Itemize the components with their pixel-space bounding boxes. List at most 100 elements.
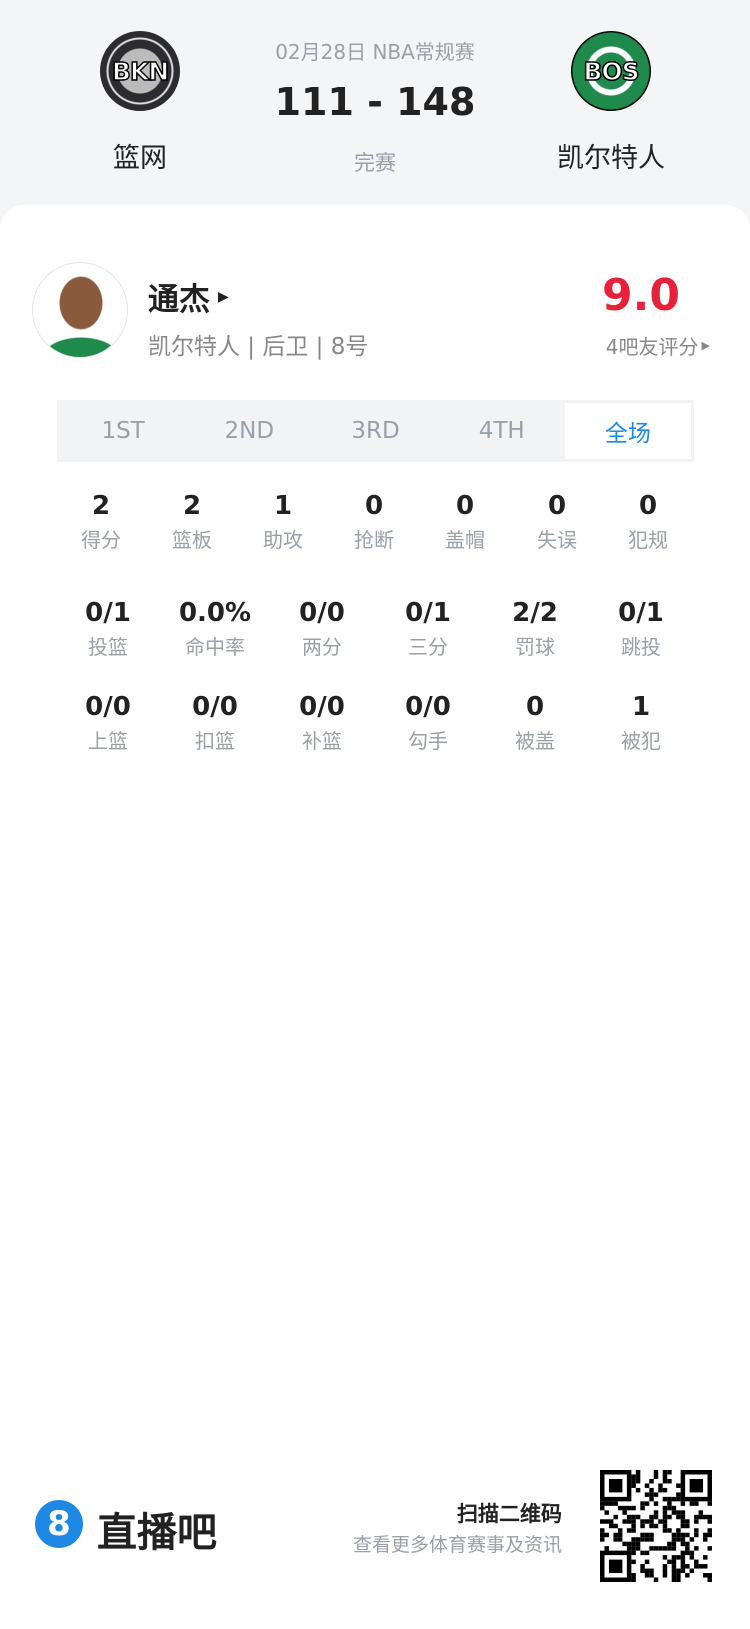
stat-item: 0/1 跳投 bbox=[586, 597, 696, 661]
stat-value: 0/1 bbox=[618, 598, 664, 628]
stat-item: 0/0 两分 bbox=[267, 597, 377, 661]
rating-label: 4吧友评分 bbox=[605, 335, 699, 359]
free-throw-circle-bottom bbox=[295, 1101, 457, 1187]
stat-label: 上篮 bbox=[88, 729, 128, 753]
court-background bbox=[52, 797, 698, 1397]
stat-label: 三分 bbox=[408, 635, 448, 659]
stat-item: 0/0 补篮 bbox=[267, 691, 377, 755]
away-abbr: BOS bbox=[583, 56, 641, 87]
stat-value: 0 bbox=[364, 491, 384, 521]
stat-value: 2/2 bbox=[512, 598, 558, 628]
three-point-area bbox=[98, 797, 654, 1265]
tab-1st[interactable]: 1ST bbox=[101, 418, 145, 444]
match-date-league: 02月28日 NBA常规赛 bbox=[275, 40, 475, 64]
tab-2nd[interactable]: 2ND bbox=[224, 418, 275, 444]
stat-item: 0 盖帽 bbox=[410, 490, 520, 554]
rim bbox=[358, 861, 393, 879]
stat-label: 盖帽 bbox=[445, 528, 485, 552]
stat-label: 失误 bbox=[537, 528, 577, 552]
sideline-ticks bbox=[218, 797, 534, 808]
stat-value: 0/0 bbox=[405, 692, 451, 722]
stat-label: 抢断 bbox=[354, 528, 394, 552]
stat-item: 2 得分 bbox=[46, 490, 156, 554]
stat-label: 得分 bbox=[81, 528, 121, 552]
tab-full-game[interactable]: 全场 bbox=[564, 403, 692, 459]
tab-3rd[interactable]: 3RD bbox=[351, 418, 400, 444]
stat-value: 0/0 bbox=[299, 692, 345, 722]
period-tabs: 1ST 2ND 3RD 4TH 全场 bbox=[57, 400, 694, 462]
brand-name: 直播吧 bbox=[97, 1510, 217, 1556]
stat-value: 0.0% bbox=[178, 598, 252, 628]
shot-chart-court bbox=[52, 797, 698, 1397]
stat-item: 0.0% 命中率 bbox=[160, 597, 270, 661]
stat-item: 0/1 三分 bbox=[373, 597, 483, 661]
home-abbr: BKN bbox=[111, 56, 170, 87]
stat-value: 0/0 bbox=[85, 692, 131, 722]
stat-item: 0 犯规 bbox=[593, 490, 703, 554]
stat-item: 2/2 罚球 bbox=[480, 597, 590, 661]
court-watermark: 直播吧 bbox=[68, 1364, 140, 1392]
player-name-link[interactable]: 通杰 ▶ bbox=[148, 274, 229, 319]
triangle-right-icon: ▶ bbox=[701, 339, 710, 352]
stat-value: 1 bbox=[631, 692, 651, 722]
stat-item: 0/0 扣篮 bbox=[160, 691, 270, 755]
stat-label: 被盖 bbox=[515, 729, 555, 753]
home-team-name[interactable]: 篮网 bbox=[113, 143, 167, 174]
qr-code[interactable] bbox=[600, 1470, 712, 1582]
match-status: 完赛 bbox=[354, 151, 396, 175]
stat-value: 2 bbox=[182, 491, 202, 521]
stat-label: 两分 bbox=[302, 635, 342, 659]
player-info: 凯尔特人 | 后卫 | 8号 bbox=[148, 334, 369, 360]
scan-qr-subtitle: 查看更多体育赛事及资讯 bbox=[352, 1534, 562, 1556]
stat-item: 0 失误 bbox=[502, 490, 612, 554]
stat-item: 0/0 勾手 bbox=[373, 691, 483, 755]
stat-value: 2 bbox=[91, 491, 111, 521]
stat-value: 0 bbox=[547, 491, 567, 521]
tab-4th[interactable]: 4TH bbox=[478, 418, 525, 444]
triangle-right-icon: ▶ bbox=[218, 288, 229, 305]
center-circle bbox=[298, 1382, 454, 1397]
bos-team-logo[interactable]: BOS bbox=[571, 31, 651, 111]
restricted-area bbox=[319, 888, 433, 950]
stat-value: 0 bbox=[638, 491, 658, 521]
lane-hash-marks bbox=[248, 908, 503, 1019]
scan-qr-title: 扫描二维码 bbox=[457, 1502, 562, 1526]
player-rating: 9.0 bbox=[602, 270, 680, 321]
stat-label: 扣篮 bbox=[195, 729, 235, 753]
stat-item: 0/1 投篮 bbox=[53, 597, 163, 661]
stat-item: 2 篮板 bbox=[137, 490, 247, 554]
stat-label: 犯规 bbox=[628, 528, 668, 552]
match-score: 111 - 148 bbox=[274, 80, 476, 124]
stat-value: 0/0 bbox=[192, 692, 238, 722]
stat-label: 被犯 bbox=[621, 729, 661, 753]
stat-label: 命中率 bbox=[185, 635, 245, 659]
stat-item: 1 被犯 bbox=[586, 691, 696, 755]
missed-shot-marker[interactable] bbox=[188, 1196, 200, 1208]
stat-label: 跳投 bbox=[621, 635, 661, 659]
rating-link[interactable]: 4吧友评分 ▶ bbox=[606, 331, 710, 360]
away-team-name[interactable]: 凯尔特人 bbox=[557, 143, 665, 174]
stat-label: 投篮 bbox=[88, 635, 128, 659]
stat-label: 补篮 bbox=[302, 729, 342, 753]
three-point-line bbox=[98, 797, 654, 1265]
stat-value: 1 bbox=[273, 491, 293, 521]
player-name: 通杰 bbox=[148, 282, 210, 318]
stat-value: 0/1 bbox=[405, 598, 451, 628]
stat-item: 0/0 上篮 bbox=[53, 691, 163, 755]
stat-label: 勾手 bbox=[408, 729, 448, 753]
stat-label: 助攻 bbox=[263, 528, 303, 552]
bkn-team-logo[interactable]: BKN bbox=[100, 31, 180, 111]
brand-logo-icon: 8 bbox=[35, 1500, 83, 1548]
stat-item: 0 抢断 bbox=[319, 490, 429, 554]
stat-value: 0/1 bbox=[85, 598, 131, 628]
free-throw-circle-top bbox=[295, 1020, 457, 1101]
stat-item: 1 助攻 bbox=[228, 490, 338, 554]
player-avatar[interactable] bbox=[32, 262, 128, 358]
stat-item: 0 被盖 bbox=[480, 691, 590, 755]
stat-value: 0 bbox=[455, 491, 475, 521]
stat-label: 罚球 bbox=[515, 635, 555, 659]
stat-value: 0 bbox=[525, 692, 545, 722]
stat-label: 篮板 bbox=[172, 528, 212, 552]
paint bbox=[259, 797, 492, 1101]
stat-value: 0/0 bbox=[299, 598, 345, 628]
